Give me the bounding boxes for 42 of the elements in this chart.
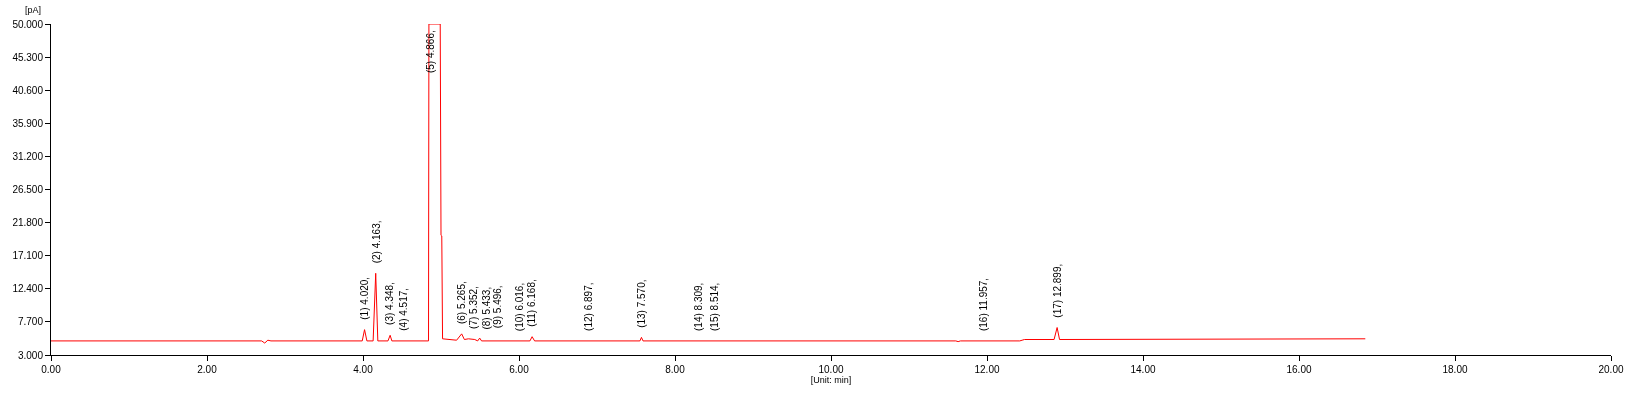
annotation: (8) 5.433, bbox=[480, 286, 492, 330]
annotation: (15) 8.514, bbox=[709, 282, 721, 331]
annotation: (12) 6.897, bbox=[583, 282, 595, 331]
y-tick-label: 50.000 bbox=[12, 18, 44, 30]
y-tick-label: 26.500 bbox=[12, 184, 44, 195]
y-tick-label: 31.200 bbox=[12, 150, 44, 162]
annotation: (16) 11.957, bbox=[978, 277, 990, 332]
x-tick-label: 14.00 bbox=[1130, 364, 1156, 375]
y-tick-label: 7.700 bbox=[17, 316, 44, 328]
annotation: (7) 5.352, bbox=[468, 286, 480, 329]
annotation: (3) 4.348, bbox=[384, 282, 396, 325]
y-tick-label: 40.600 bbox=[12, 84, 44, 96]
annotation: (13) 7.570, bbox=[636, 279, 648, 328]
y-axis-title: [pA] bbox=[25, 5, 42, 15]
x-tick-label: 8.00 bbox=[665, 364, 686, 375]
y-tick-label: 3.000 bbox=[17, 349, 44, 361]
annotation: (10) 6.016, bbox=[514, 282, 526, 332]
annotation: (11) 6.168, bbox=[526, 279, 538, 327]
y-tick-label: 17.100 bbox=[12, 250, 44, 262]
annotation: (4) 4.517, bbox=[397, 287, 409, 331]
x-tick-label: 20.00 bbox=[1598, 364, 1624, 375]
line-series bbox=[51, 24, 1366, 344]
annotation: (17) 12.899, bbox=[1051, 263, 1063, 318]
y-tick-label: 45.300 bbox=[12, 51, 44, 63]
x-axis-title: [Unit: min] bbox=[810, 375, 852, 385]
x-tick-label: 4.00 bbox=[353, 364, 374, 375]
x-tick-label: 18.00 bbox=[1442, 364, 1468, 375]
x-tick-label: 6.00 bbox=[509, 364, 530, 375]
x-tick-label: 0.00 bbox=[41, 364, 62, 375]
annotation: (2) 4.163, bbox=[370, 220, 382, 264]
y-tick-label: 12.400 bbox=[12, 283, 44, 295]
y-tick-label: 35.900 bbox=[12, 117, 44, 129]
annotation: (5) 4.866, bbox=[425, 30, 437, 74]
x-tick-label: 2.00 bbox=[197, 364, 218, 375]
annotation: (6) 5.265, bbox=[456, 281, 468, 325]
x-tick-label: 10.00 bbox=[818, 364, 844, 375]
annotation: (1) 4.020, bbox=[359, 276, 371, 320]
x-tick-label: 12.00 bbox=[974, 364, 1000, 375]
annotation: (9) 5.496, bbox=[491, 285, 503, 329]
x-tick-label: 16.00 bbox=[1286, 364, 1312, 375]
y-tick-label: 21.800 bbox=[12, 217, 44, 229]
annotation: (14) 8.309, bbox=[693, 282, 705, 332]
